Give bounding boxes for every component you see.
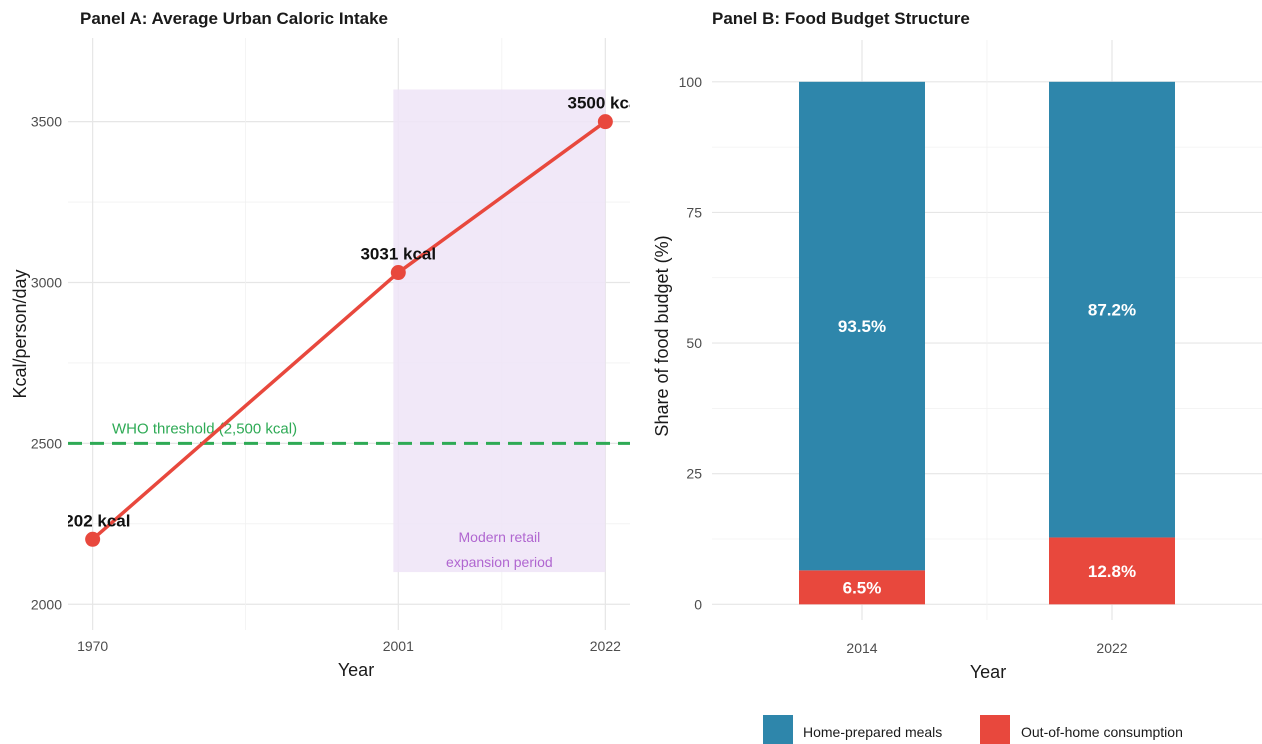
caloric-intake-point-label: 3500 kcal <box>568 94 644 113</box>
caloric-intake-point-label: 3031 kcal <box>360 245 436 264</box>
panel-b-y-axis-label: Share of food budget (%) <box>652 235 672 436</box>
panel-a-title: Panel A: Average Urban Caloric Intake <box>80 9 388 28</box>
caloric-intake-point <box>85 531 101 547</box>
caloric-intake-point-label: 2202 kcal <box>55 511 131 530</box>
panel-b-x-tick-label: 2022 <box>1096 640 1127 656</box>
bar-segment-home-prepared-meals <box>1049 81 1175 538</box>
caloric-intake-point <box>597 114 613 130</box>
legend-label-home-prepared: Home-prepared meals <box>803 724 942 740</box>
panel-a-x-axis-label: Year <box>338 660 374 680</box>
panel-a-series: 2202 kcal 3031 kcal 3500 kcal <box>55 94 644 547</box>
panel-a-x-tick-label: 1970 <box>77 638 108 654</box>
bar-segment-out-of-home-consumption <box>799 570 925 605</box>
bar-segment-label: 87.2% <box>1088 301 1136 320</box>
panel-b-ticks: 0 25 50 75 100 2014 2022 <box>679 74 1128 656</box>
bar-segment-label: 6.5% <box>843 578 882 597</box>
panel-b-y-tick-label: 50 <box>686 335 702 351</box>
panel-a-y-axis-label: Kcal/person/day <box>10 269 30 398</box>
panel-b-x-axis-label: Year <box>970 662 1006 682</box>
panel-b-bars: 6.5% 93.5% 12.8% 87.2% <box>799 81 1175 605</box>
panel-b-x-tick-label: 2014 <box>846 640 877 656</box>
panel-a-y-tick-label: 3000 <box>31 275 62 291</box>
panel-b-y-tick-label: 0 <box>694 596 702 612</box>
retail-region-label-line1: Modern retail <box>459 529 541 545</box>
panel-a-y-tick-label: 3500 <box>31 114 62 130</box>
retail-expansion-region <box>393 89 606 573</box>
legend-label-out-of-home: Out-of-home consumption <box>1021 724 1183 740</box>
who-threshold-label: WHO threshold (2,500 kcal) <box>112 420 297 437</box>
legend: Home-prepared meals Out-of-home consumpt… <box>763 715 1183 744</box>
panel-b-y-tick-label: 25 <box>686 466 702 482</box>
bar-segment-label: 12.8% <box>1088 562 1136 581</box>
panel-a-y-tick-label: 2000 <box>31 596 62 612</box>
bar-segment-home-prepared-meals <box>799 81 925 571</box>
panel-a-y-tick-label: 2500 <box>31 435 62 451</box>
legend-swatch-out-of-home <box>980 715 1010 744</box>
retail-region-label-line2: expansion period <box>446 554 553 570</box>
caloric-intake-point <box>390 265 406 281</box>
panel-b-y-tick-label: 100 <box>679 74 703 90</box>
bar-segment-label: 93.5% <box>838 317 886 336</box>
panel-a-x-tick-label: 2022 <box>590 638 621 654</box>
bar-segment-out-of-home-consumption <box>1049 537 1175 605</box>
panel-b-grid <box>712 40 1262 620</box>
panel-b-y-tick-label: 75 <box>686 204 702 220</box>
panel-a-ticks: 2000 2500 3000 3500 1970 2001 2022 <box>31 114 621 654</box>
panel-a-x-tick-label: 2001 <box>383 638 414 654</box>
legend-swatch-home-prepared <box>763 715 793 744</box>
panel-b-title: Panel B: Food Budget Structure <box>712 9 970 28</box>
